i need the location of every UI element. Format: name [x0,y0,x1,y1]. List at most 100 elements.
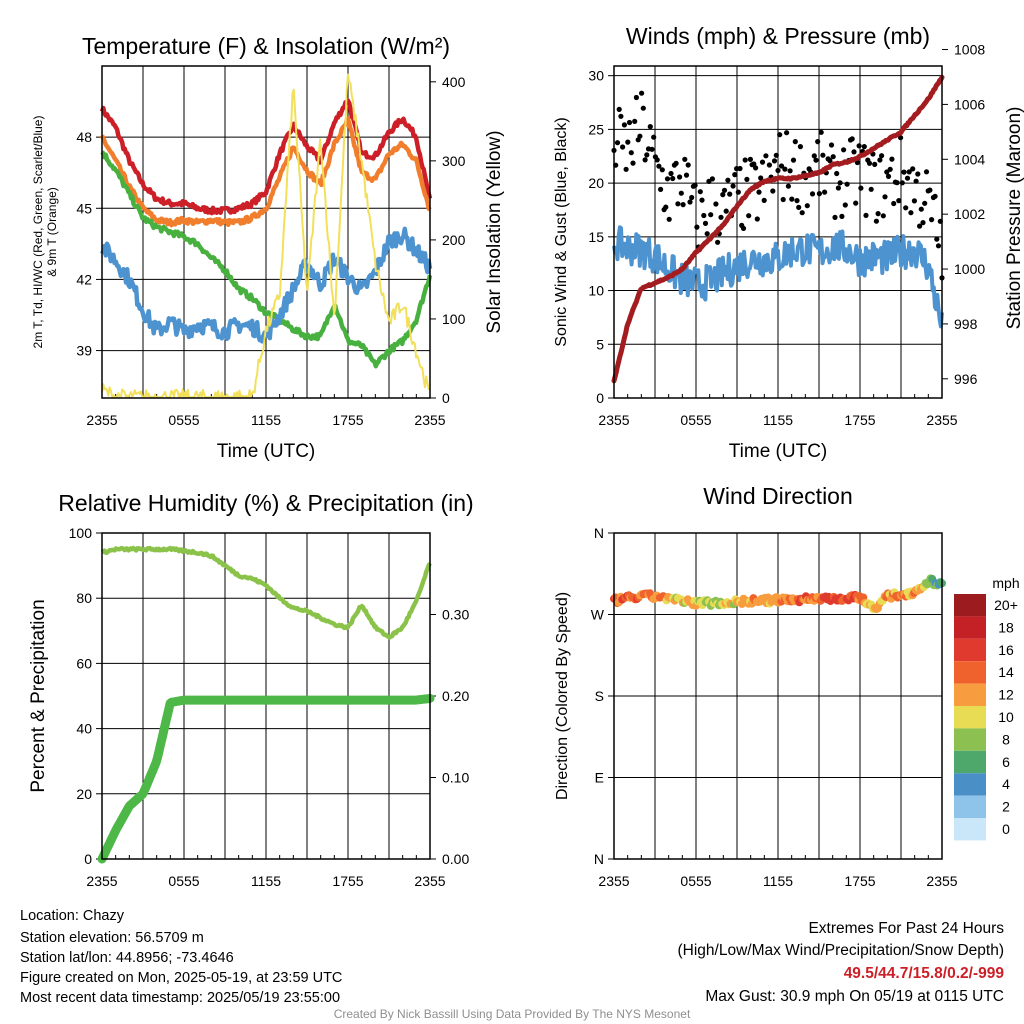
colorbar-title: mph [992,575,1019,591]
p2-gust-point [818,129,824,135]
p2-gust-point [841,147,847,153]
p2-gust-point [639,90,645,96]
p2-x-tick-label: 0555 [680,412,711,428]
p2-gust-point [735,189,741,195]
colorbar-label: 2 [1002,799,1010,815]
p2-gust-point [780,196,786,203]
p3-y2-tick-label: 0.10 [442,770,469,786]
p2-gust-point [708,212,714,218]
p2-y-tick-label: 30 [588,68,604,84]
p2-y-tick-label: 10 [588,283,604,299]
p3-y-tick-label: 20 [76,786,92,802]
p2-gust-point [927,187,933,193]
p2-x-tick-label: 2355 [598,412,629,428]
footer-recent: Most recent data timestamp: 2025/05/19 2… [20,990,341,1006]
colorbar-swatch [954,728,986,751]
p1-series-line-0 [99,98,433,216]
colorbar-swatch [954,683,986,706]
footer-latlon: Station lat/lon: 44.8956; -73.4646 [20,950,234,966]
p2-gust-point [730,183,736,189]
p1-y-tick-label: 42 [76,271,92,287]
p2-gust-point [663,204,669,210]
p2-gust-point [758,175,764,181]
colorbar-label: 6 [1002,754,1010,770]
p2-y2-tick-label: 998 [954,316,978,332]
p2-y-tick-label: 25 [588,121,604,137]
p2-gust-point [785,183,792,189]
p2-gust-point [647,124,653,130]
p2-gust-point [880,213,886,219]
p2-gust-point [775,167,781,174]
p2-gust-point [842,202,848,208]
p2-y2-tick-label: 1008 [954,42,985,58]
p2-gust-point [689,194,695,201]
extremes-values: 49.5/44.7/15.8/0.2/-999 [843,965,1004,982]
p3-frame [101,532,431,860]
p2-gust-point [837,180,843,186]
p2-gust-point [792,139,798,145]
p3-y-tick-label: 0 [84,851,92,867]
p2-x-axis-label: Time (UTC) [729,441,828,462]
p2-gust-point [637,133,643,139]
p2-gust-point [797,144,804,150]
p1-x-tick-label: 2355 [86,412,117,428]
p2-gust-point [787,168,793,174]
p2-gust-point [901,169,907,175]
p2-gust-point [751,161,757,167]
p2-gust-point [746,213,752,219]
p2-gust-point [887,166,893,172]
p1-series-line-1 [99,116,432,228]
colorbar-label: 4 [1002,776,1010,792]
p2-gust-point [625,139,631,145]
p2-gust-point [834,170,840,177]
p2-gust-point [815,139,821,145]
p2-gust-point [702,220,709,226]
p2-gust-point [759,159,766,165]
colorbar-label: 8 [1002,731,1010,747]
p2-gust-point [766,162,773,168]
p2-x-tick-label: 1755 [844,412,875,428]
p2-y-tick-label: 5 [596,336,604,352]
p3-x-tick-label: 2355 [414,873,445,889]
colorbar-label: 10 [998,709,1014,725]
p1-y-tick-label: 48 [76,129,92,145]
p2-gust-point [754,216,760,222]
p2-gust-point [935,243,942,249]
colorbar-label: 16 [998,642,1014,658]
p2-gust-point [713,201,719,207]
p2-gust-point [725,177,731,183]
p2-gust-point [858,185,864,191]
p2-gust-point [633,94,640,101]
p4-y-tick-label: N [594,851,604,867]
p2-x-tick-label: 1155 [763,412,793,428]
p2-gust-point [632,118,638,124]
p2-gust-point [906,169,912,175]
p2-gust-point [809,191,816,197]
colorbar-swatch [954,818,986,841]
p2-gust-point [910,166,916,172]
p2-frame [613,65,943,399]
p2-gust-point [879,153,885,159]
colorbar-label: 18 [998,619,1014,635]
p2-gust-point [811,153,817,159]
p2-gust-point [885,173,892,179]
p2-gust-point [742,157,748,163]
p2-gust-point [839,213,845,219]
p4-y-tick-label: N [594,525,604,541]
p2-gust-point [872,161,878,167]
p2-title: Winds (mph) & Pressure (mb) [626,23,930,49]
p2-gust-point [863,212,869,218]
colorbar-swatch [954,638,986,662]
p2-gust-point [782,166,788,172]
p2-gust-point [827,157,833,164]
p2-gust-point [623,166,629,172]
p2-gust-point [640,105,646,111]
p1-series-line-4 [101,73,431,399]
p2-gust-point [853,200,859,206]
p2-gust-point [771,158,778,164]
p2-gust-point [777,132,783,138]
p2-gust-point [715,239,721,245]
p3-title: Relative Humidity (%) & Precipitation (i… [58,490,473,516]
colorbar-swatch [954,706,986,729]
p2-gust-point [678,190,684,196]
